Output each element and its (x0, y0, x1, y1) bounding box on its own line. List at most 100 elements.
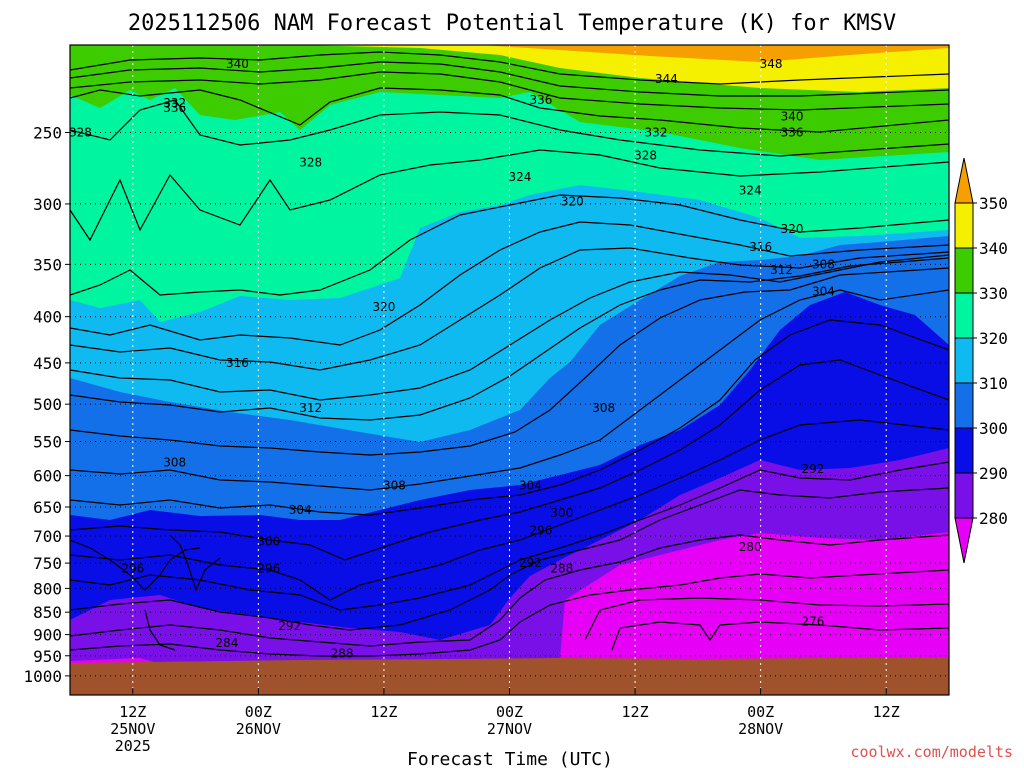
contour-label: 304 (519, 478, 542, 492)
contour-label: 332 (645, 125, 668, 139)
y-tick-label: 700 (33, 527, 62, 546)
colorbar-swatch (954, 382, 974, 429)
colorbar-tick-label: 290 (979, 464, 1008, 483)
y-tick-label: 850 (33, 603, 62, 622)
contour-label: 324 (739, 184, 762, 198)
contour-label: 324 (509, 170, 532, 184)
y-axis: 250 300 350 400 450 500 550 600 650 700 750 800 850 9… (23, 123, 70, 686)
colorbar-swatch (954, 247, 974, 294)
contour-line (70, 87, 949, 133)
colorbar-swatch (954, 292, 974, 339)
contour-label: 308 (383, 478, 406, 492)
contour-labels: 3363403323283283363443483403363323283243… (70, 57, 835, 661)
contour-line (70, 99, 949, 157)
x-axis-label: Forecast Time (UTC) (407, 749, 613, 768)
colorbar-swatch (954, 157, 974, 204)
y-tick-label: 500 (33, 395, 62, 414)
x-tick-label: 25NOV (110, 720, 155, 738)
contour-label: 312 (299, 401, 322, 415)
y-tick-label: 350 (33, 255, 62, 274)
contour-label: 304 (812, 284, 835, 298)
contour-lines (70, 51, 949, 657)
contour-label: 340 (226, 57, 249, 71)
colorbar-tick-label: 320 (979, 329, 1008, 348)
colorbar-tick-label: 350 (979, 194, 1008, 213)
contour-label: 304 (289, 503, 312, 517)
contour-label: 332 (163, 96, 186, 110)
y-tick-label: 300 (33, 195, 62, 214)
contour-label: 308 (592, 401, 615, 415)
colorbar-tick-label: 300 (979, 419, 1008, 438)
contour-label: 288 (331, 647, 354, 661)
colorbar-tick-label: 330 (979, 284, 1008, 303)
contour-label: 320 (561, 194, 584, 208)
x-tick-label: 00Z (747, 703, 774, 721)
y-tick-label: 600 (33, 467, 62, 486)
plot-area: 3363403323283283363443483403363323283243… (70, 45, 949, 695)
contour-line (70, 461, 949, 611)
credit-text: coolwx.com/modelts (850, 743, 1013, 761)
contour-line (611, 621, 949, 651)
x-tick-label: 12Z (370, 703, 397, 721)
y-tick-label: 800 (33, 579, 62, 598)
contour-label: 328 (634, 148, 657, 162)
y-tick-label: 950 (33, 647, 62, 666)
contour-label: 336 (529, 93, 552, 107)
contour-line (70, 534, 949, 647)
contour-label: 312 (770, 263, 793, 277)
contour-label: 292 (802, 462, 825, 476)
contour-line (70, 247, 949, 371)
contour-label: 284 (216, 636, 239, 650)
x-tick-label: 28NOV (738, 720, 783, 738)
colorbar-swatch (954, 427, 974, 474)
x-tick-label: 12Z (622, 703, 649, 721)
y-tick-label: 250 (33, 123, 62, 142)
contour-line (70, 539, 201, 591)
contour-label: 300 (550, 506, 573, 520)
contour-line (169, 534, 221, 592)
contour-label: 296 (257, 561, 280, 575)
contour-line (70, 71, 949, 111)
contour-label: 340 (781, 109, 804, 123)
contour-line (70, 149, 949, 242)
y-tick-label: 550 (33, 433, 62, 452)
x-tick-label: 00Z (245, 703, 272, 721)
contour-line (70, 289, 949, 491)
y-tick-label: 750 (33, 554, 62, 573)
x-tick-label: 12Z (873, 703, 900, 721)
y-tick-label: 1000 (23, 667, 62, 686)
colorbar: 350 340 330 320 310 300 290 280 (954, 157, 1008, 564)
x-tick-label: 2025 (115, 737, 151, 755)
contour-line (70, 61, 949, 97)
colorbar-tick-label: 340 (979, 239, 1008, 258)
band-270 (560, 532, 949, 695)
contour-label: 320 (372, 300, 395, 314)
contour-line (584, 597, 949, 641)
contour-line (70, 319, 949, 516)
y-tick-label: 400 (33, 308, 62, 327)
x-tick-label: 12Z (119, 703, 146, 721)
contour-label: 300 (257, 535, 280, 549)
y-tick-label: 650 (33, 498, 62, 517)
contour-line (70, 359, 949, 561)
y-tick-label: 900 (33, 626, 62, 645)
contour-line (70, 267, 949, 456)
contour-line (70, 221, 949, 346)
contour-label: 276 (802, 614, 825, 628)
contour-label: 308 (163, 455, 186, 469)
contour-label: 316 (226, 356, 249, 370)
contour-label: 344 (655, 72, 678, 86)
y-tick-label: 450 (33, 354, 62, 373)
colorbar-tick-label: 310 (979, 374, 1008, 393)
contour-label: 280 (739, 540, 762, 554)
contour-line (70, 569, 949, 657)
contour-label: 292 (278, 619, 301, 633)
contour-line (70, 194, 949, 296)
gridlines (70, 45, 949, 695)
contour-label: 328 (299, 156, 322, 170)
x-tick-label: 27NOV (487, 720, 532, 738)
x-tick-label: 00Z (496, 703, 523, 721)
contour-label: 320 (781, 222, 804, 236)
